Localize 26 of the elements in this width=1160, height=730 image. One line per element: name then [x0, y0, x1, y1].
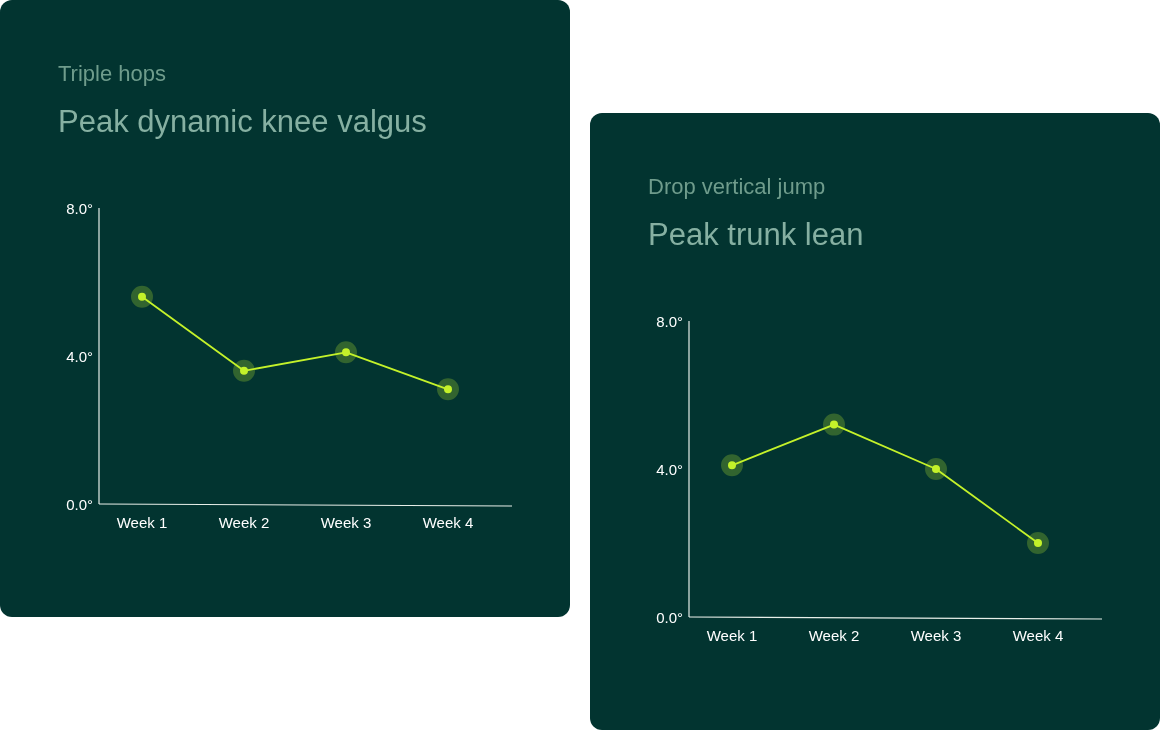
point: [437, 378, 459, 401]
y-tick-label: 8.0°: [656, 312, 683, 330]
x-tick-label: Week 3: [910, 627, 962, 644]
x-tick-label: Week 2: [808, 627, 860, 644]
point: [925, 458, 947, 480]
y-tick-label: 0.0°: [656, 608, 683, 626]
point: [1027, 532, 1049, 554]
x-tick-label: Week 1: [706, 627, 758, 644]
point: [131, 285, 153, 308]
point: [823, 413, 845, 436]
point: [233, 359, 255, 382]
chart-title: Peak trunk lean: [648, 217, 864, 252]
chart-subtitle: Drop vertical jump: [648, 174, 826, 199]
x-tick-label: Week 1: [116, 514, 168, 531]
x-tick-label: Week 4: [1012, 627, 1064, 644]
x-tick-label: Week 4: [422, 514, 474, 531]
y-tick-label: 0.0°: [66, 495, 93, 513]
chart-subtitle: Triple hops: [58, 61, 167, 86]
chart-title: Peak dynamic knee valgus: [58, 104, 427, 139]
y-tick-label: 8.0°: [66, 199, 93, 217]
x-tick-label: Week 3: [320, 514, 372, 531]
point: [335, 341, 357, 364]
y-tick-label: 4.0°: [66, 347, 93, 365]
x-tick-label: Week 2: [218, 514, 270, 531]
point: [721, 454, 743, 477]
y-tick-label: 4.0°: [656, 460, 683, 478]
